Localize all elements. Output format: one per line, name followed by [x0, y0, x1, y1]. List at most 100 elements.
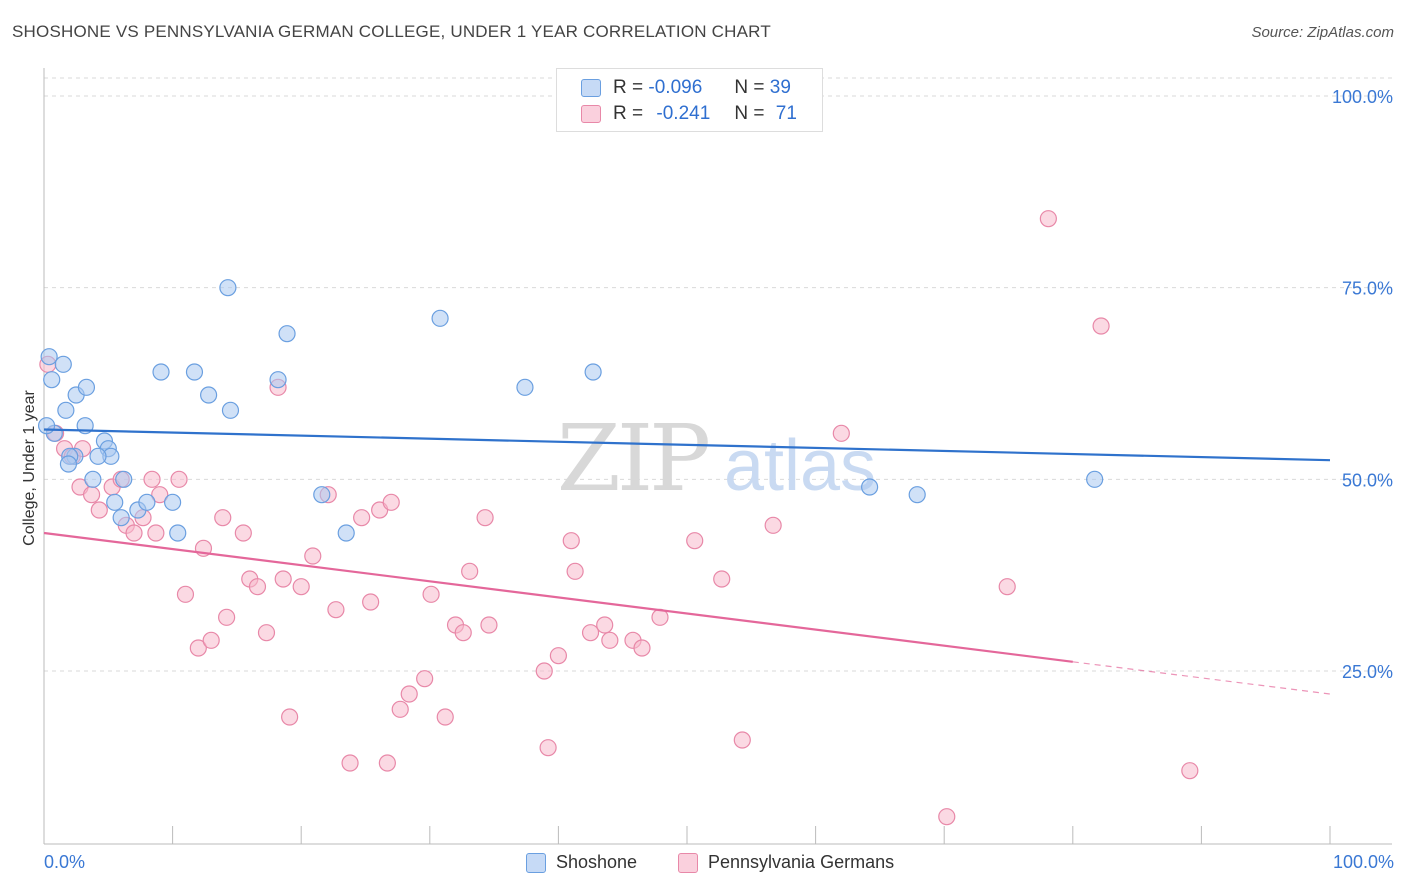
point-shoshone: [169, 524, 187, 542]
point-shoshone: [908, 486, 926, 504]
point-pennsylvania-germans: [125, 524, 143, 542]
legend-row-pennsylvania-germans: R = -0.241 N = 71: [581, 103, 797, 125]
point-pennsylvania-germans: [391, 700, 409, 718]
point-shoshone: [54, 355, 72, 373]
point-pennsylvania-germans: [549, 647, 568, 665]
legend-item-shoshone[interactable]: Shoshone: [526, 852, 637, 873]
legend-r-value: -0.096: [648, 77, 703, 98]
legend-n-value: 39: [769, 77, 791, 98]
point-pennsylvania-germans: [480, 616, 498, 634]
legend-n-label: N =: [734, 103, 765, 124]
point-pennsylvania-germans: [143, 470, 161, 488]
point-pennsylvania-germans: [176, 585, 195, 603]
trend-line-shoshone: [43, 428, 1331, 462]
legend-swatch-pink: [581, 105, 601, 123]
point-pennsylvania-germans: [633, 639, 651, 657]
legend-label-shoshone: Shoshone: [556, 852, 638, 872]
point-pennsylvania-germans: [218, 608, 236, 626]
point-pennsylvania-germans: [327, 601, 345, 619]
point-pennsylvania-germans: [596, 616, 614, 634]
point-shoshone: [77, 378, 96, 396]
point-pennsylvania-germans: [214, 509, 232, 527]
point-shoshone: [516, 378, 534, 396]
point-shoshone: [278, 325, 296, 343]
chart-title: SHOSHONE VS PENNSYLVANIA GERMAN COLLEGE,…: [12, 22, 771, 41]
point-pennsylvania-germans: [1092, 317, 1110, 335]
point-shoshone: [269, 371, 287, 389]
point-shoshone: [106, 493, 124, 511]
point-shoshone: [219, 279, 237, 297]
point-pennsylvania-germans: [454, 624, 472, 642]
point-shoshone: [89, 447, 107, 465]
point-pennsylvania-germans: [304, 547, 322, 565]
point-shoshone: [584, 363, 602, 381]
point-pennsylvania-germans: [362, 593, 380, 611]
point-shoshone: [59, 455, 78, 473]
point-shoshone: [152, 363, 170, 381]
point-pennsylvania-germans: [733, 731, 751, 749]
point-shoshone: [43, 371, 61, 389]
correlation-legend: R = -0.096 N = 39 R = -0.241 N = 71: [556, 68, 823, 132]
legend-r-label: R =: [613, 77, 644, 98]
point-pennsylvania-germans: [566, 562, 584, 580]
point-shoshone: [40, 348, 58, 366]
point-pennsylvania-germans: [400, 685, 418, 703]
point-shoshone: [115, 470, 133, 488]
point-pennsylvania-germans: [353, 509, 371, 527]
point-shoshone: [84, 470, 102, 488]
point-pennsylvania-germans: [202, 631, 220, 649]
point-shoshone: [138, 493, 156, 511]
point-pennsylvania-germans: [562, 532, 580, 550]
legend-label-pennsylvania-germans: Pennsylvania Germans: [708, 852, 895, 872]
point-pennsylvania-germans: [601, 631, 619, 649]
point-pennsylvania-germans: [378, 754, 396, 772]
trend-line-pennsylvania-germans: [43, 531, 1073, 663]
point-pennsylvania-germans: [832, 424, 850, 442]
y-tick-label: 75.0%: [1342, 279, 1393, 299]
point-shoshone: [1086, 470, 1104, 488]
point-shoshone: [57, 401, 75, 419]
point-pennsylvania-germans: [90, 501, 108, 519]
y-axis-label: College, Under 1 year: [21, 390, 38, 546]
point-shoshone: [861, 478, 879, 496]
point-pennsylvania-germans: [189, 639, 207, 657]
y-tick-label: 100.0%: [1332, 87, 1393, 107]
point-shoshone: [313, 486, 331, 504]
point-pennsylvania-germans: [416, 670, 434, 688]
point-shoshone: [112, 509, 130, 527]
watermark-atlas: atlas: [724, 426, 876, 506]
legend-r-value: -0.241: [656, 103, 711, 124]
point-pennsylvania-germans: [234, 524, 252, 542]
point-pennsylvania-germans: [382, 493, 400, 511]
point-pennsylvania-germans: [257, 624, 276, 642]
point-shoshone: [221, 401, 240, 419]
point-pennsylvania-germans: [539, 739, 557, 757]
legend-swatch-blue: [581, 79, 601, 97]
point-pennsylvania-germans: [461, 562, 479, 580]
x-tick-label-min: 0.0%: [44, 852, 86, 872]
y-tick-label: 50.0%: [1342, 470, 1393, 490]
point-pennsylvania-germans: [147, 524, 165, 542]
point-pennsylvania-germans: [1039, 210, 1057, 228]
point-shoshone: [200, 386, 218, 404]
legend-item-pennsylvania-germans[interactable]: Pennsylvania Germans: [678, 852, 894, 873]
legend-r-label: R =: [613, 103, 644, 124]
point-shoshone: [337, 524, 355, 542]
legend-n-value: 71: [775, 103, 797, 124]
legend-swatch-blue: [526, 852, 546, 873]
legend-n-label: N =: [734, 77, 765, 98]
point-shoshone: [37, 417, 56, 435]
point-pennsylvania-germans: [341, 754, 359, 772]
x-tick-label-max: 100.0%: [1332, 852, 1394, 872]
trend-line-dashed-pennsylvania-germans: [1072, 661, 1331, 695]
point-pennsylvania-germans: [292, 578, 310, 596]
legend-swatch-pink: [678, 852, 698, 873]
y-tick-label: 25.0%: [1342, 662, 1393, 682]
point-pennsylvania-germans: [151, 486, 169, 504]
series-legend: Shoshone Pennsylvania Germans: [0, 852, 1406, 876]
point-pennsylvania-germans: [274, 570, 292, 588]
point-pennsylvania-germans: [764, 516, 782, 534]
legend-row-shoshone: R = -0.096 N = 39: [581, 77, 791, 99]
point-pennsylvania-germans: [535, 662, 553, 680]
